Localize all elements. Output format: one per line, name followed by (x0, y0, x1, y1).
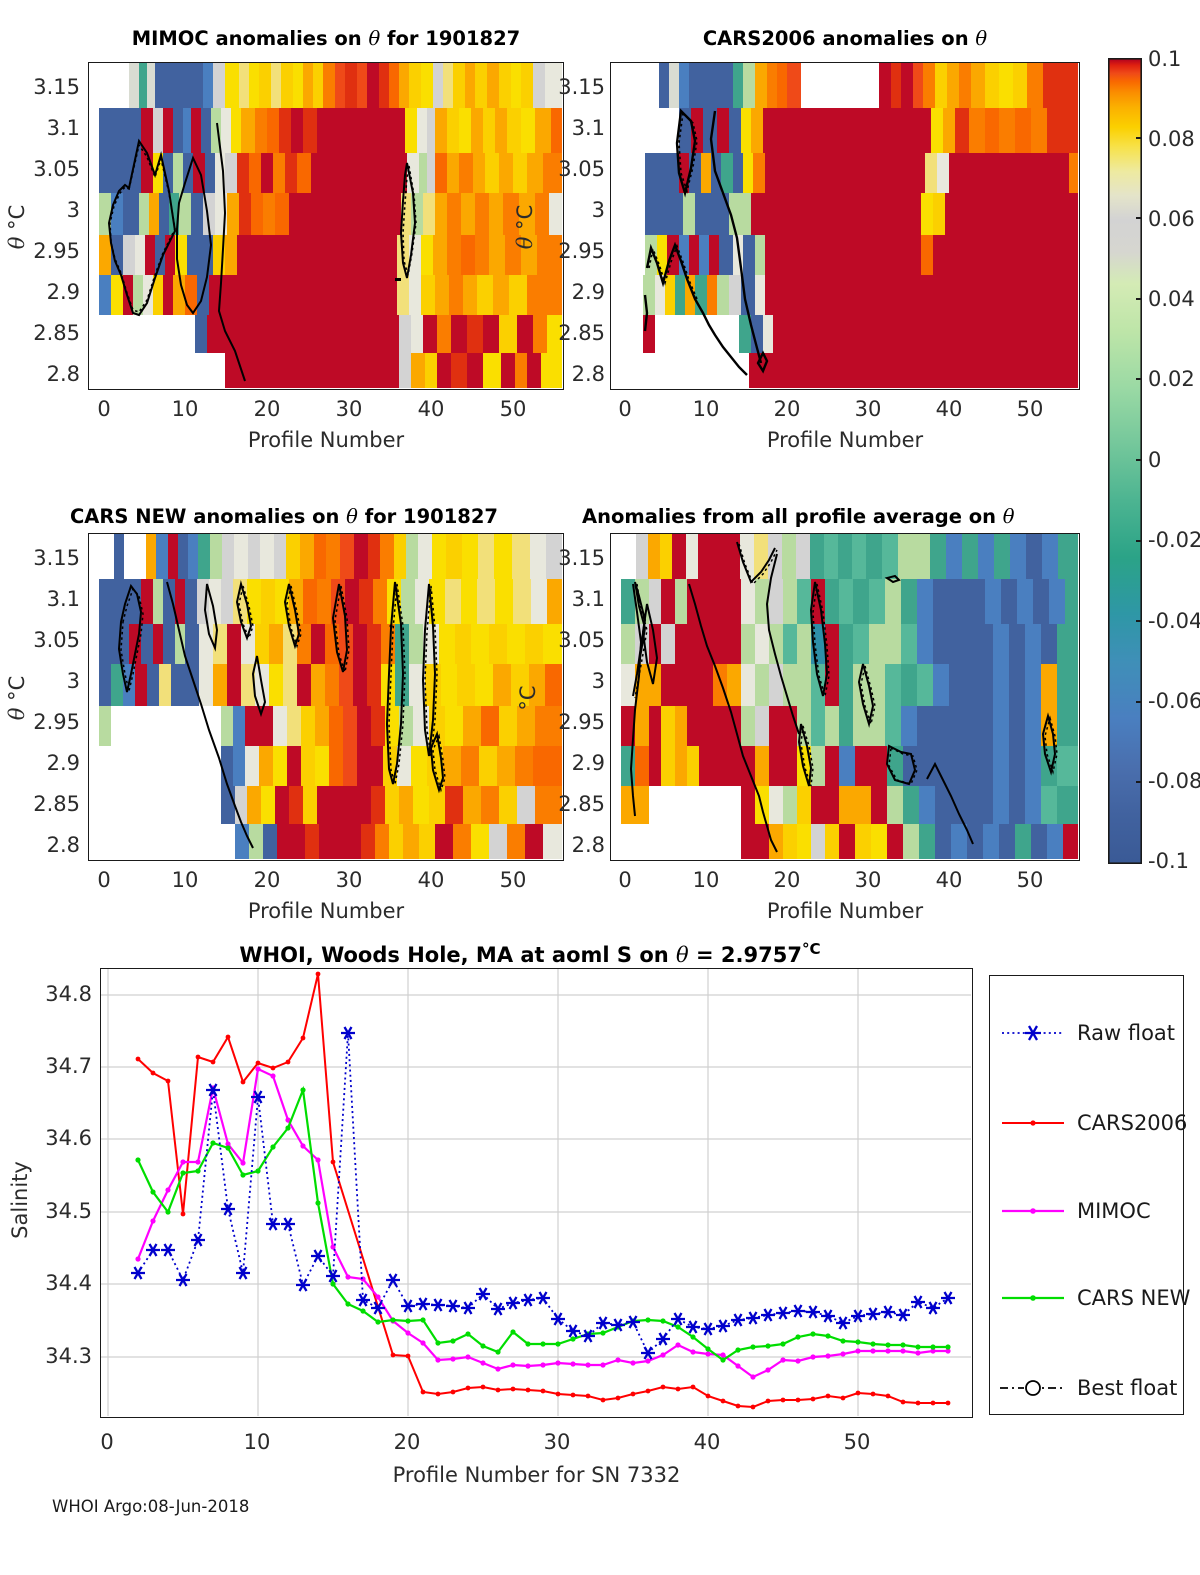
colorbar (1108, 58, 1143, 865)
colorbar-gradient (1108, 58, 1143, 865)
footer-text: WHOI Argo:08-Jun-2018 (52, 1497, 250, 1516)
legend-label-mimoc: MIMOC (1077, 1199, 1151, 1223)
series-cars2006-markers (135, 971, 951, 1410)
gridlines (101, 969, 971, 1416)
panel5-xlabel: Profile Number for SN 7332 (392, 1463, 681, 1487)
panel4-xlabel: Profile Number (766, 899, 924, 923)
legend-label-raw-float: Raw float (1077, 1021, 1176, 1045)
panel5-axes (100, 968, 973, 1418)
panel1-xlabel: Profile Number (247, 428, 405, 452)
panel2-heatmap (611, 63, 1078, 388)
panel3-xlabel: Profile Number (247, 899, 405, 923)
panel4-ylabel: °C (516, 685, 540, 711)
legend-sample-best-float (1000, 1380, 1066, 1396)
panel3-title: CARS NEW anomalies on θ for 1901827 (70, 505, 498, 528)
series-rawfloat-line (137, 1032, 949, 1355)
panel3-axes (88, 533, 564, 861)
series-cars2006 (137, 973, 948, 1409)
panel1-title: MIMOC anomalies on θ for 1901827 (131, 27, 521, 50)
legend-sample-cars-new (1002, 1295, 1064, 1301)
panel4-axes (610, 533, 1080, 861)
legend-samples (1000, 1025, 1066, 1396)
legend-label-cars2006: CARS2006 (1077, 1111, 1188, 1135)
panel5-title: WHOI, Woods Hole, MA at aoml S on θ = 2.… (239, 940, 821, 967)
panel3-ylabel: θ °C (5, 675, 29, 721)
panel1-axes (88, 62, 564, 390)
panel2-xlabel: Profile Number (766, 428, 924, 452)
series-rawfloat-asterisks (131, 1026, 955, 1360)
panel2-title: CARS2006 anomalies on θ (702, 27, 988, 50)
salinity-lines (101, 969, 971, 1416)
panel1-heatmap (89, 63, 562, 388)
panel3-heatmap (89, 534, 562, 859)
panel5-ylabel: Salinity (8, 1161, 32, 1239)
legend-sample-mimoc (1002, 1208, 1064, 1214)
legend-label-cars-new: CARS NEW (1077, 1286, 1191, 1310)
series-mimoc-markers (135, 1066, 951, 1380)
legend: Raw float CARS2006 MIMOC CARS NEW Best f… (989, 975, 1190, 1415)
panel1-ylabel: θ °C (5, 204, 29, 250)
panel2-axes (610, 62, 1080, 390)
legend-label-best-float: Best float (1077, 1376, 1178, 1400)
legend-sample-raw-float (1002, 1025, 1064, 1041)
panel2-ylabel: θ °C (513, 204, 537, 250)
panel4-title: Anomalies from all profile average on θ (582, 505, 1015, 528)
panel4-heatmap (611, 534, 1078, 859)
legend-sample-cars2006 (1002, 1120, 1064, 1126)
